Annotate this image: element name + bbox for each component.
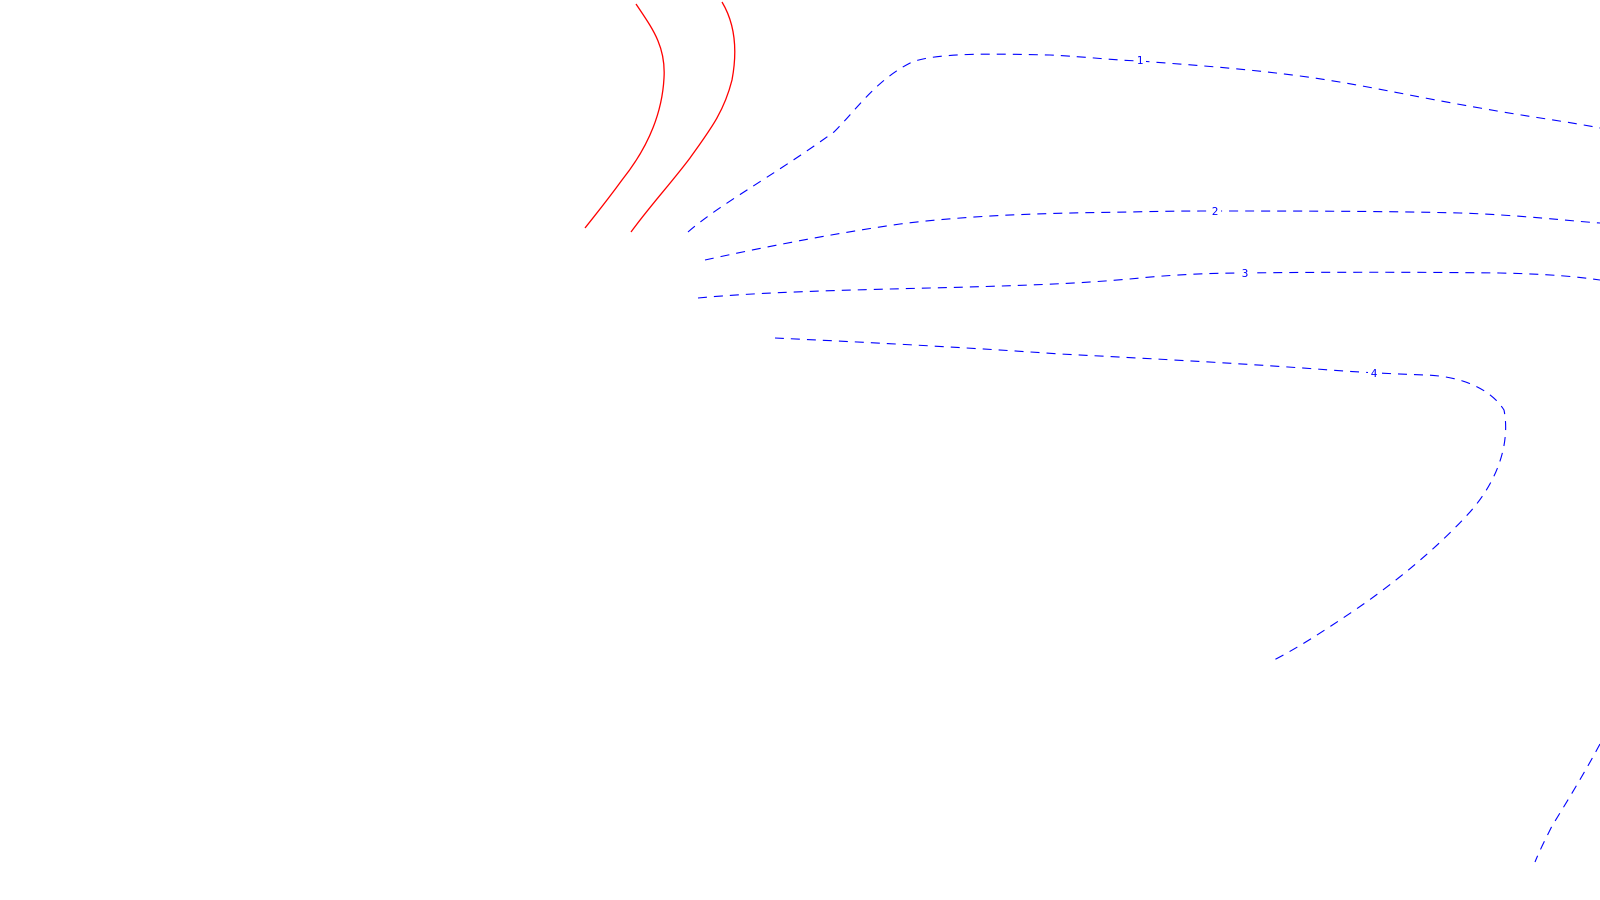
contour-label-3: 3 [1242,267,1249,280]
contour-label-group-2: 2 [1209,204,1221,218]
contour-label-group-4: 4 [1368,366,1380,380]
blue-contour-line-1 [687,53,1600,233]
contour-label-group-1: 1 [1134,53,1146,67]
contour-label-2: 2 [1212,205,1219,218]
contour-label-4-bg [1368,366,1380,380]
blue-contour-line-3 [697,271,1600,299]
contour-label-1: 1 [1137,54,1144,67]
contour-label-2-bg [1209,204,1221,218]
contour-label-4: 4 [1371,367,1378,380]
red-contour-line-left [584,3,665,229]
blue-contour-line-2 [704,210,1600,261]
contour-label-group-3: 3 [1239,266,1251,280]
blue-contour-line-fragment [1534,743,1600,863]
contour-label-3-bg [1239,266,1251,280]
red-contour-line-right [630,1,736,233]
blue-contour-line-4 [774,337,1507,663]
contour-label-1-bg [1134,53,1146,67]
